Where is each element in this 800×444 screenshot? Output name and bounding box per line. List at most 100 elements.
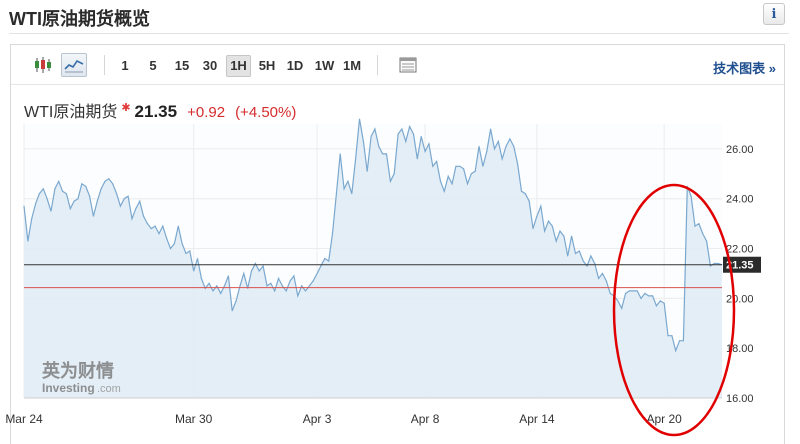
- data-point: [277, 277, 280, 279]
- data-point: [690, 195, 692, 197]
- data-point: [609, 292, 611, 294]
- range-30min[interactable]: 30: [202, 58, 218, 73]
- data-point: [23, 205, 25, 207]
- technical-chart-link[interactable]: 技术图表 »: [713, 58, 776, 77]
- data-point: [493, 148, 496, 150]
- data-point: [370, 135, 372, 138]
- data-point: [96, 200, 98, 202]
- data-point: [590, 255, 592, 257]
- data-point: [505, 145, 507, 147]
- data-point: [382, 153, 384, 155]
- data-point: [555, 240, 557, 242]
- data-point: [146, 223, 148, 225]
- info-button[interactable]: i: [763, 3, 785, 25]
- info-icon: i: [771, 6, 777, 22]
- data-point: [416, 158, 418, 160]
- data-point: [104, 180, 106, 182]
- data-point: [54, 188, 56, 190]
- data-point: [648, 295, 650, 297]
- data-point: [312, 280, 314, 282]
- line-chart-icon[interactable]: [61, 53, 87, 77]
- data-point: [582, 260, 584, 262]
- data-point: [108, 178, 110, 180]
- range-1d[interactable]: 1D: [286, 58, 304, 73]
- data-point: [320, 265, 322, 267]
- data-point: [517, 163, 519, 165]
- data-point: [578, 250, 580, 252]
- data-point: [540, 205, 542, 207]
- instrument-name: WTI原油期货: [24, 104, 118, 121]
- data-point: [420, 135, 422, 138]
- data-point: [709, 265, 712, 267]
- data-point: [100, 188, 102, 190]
- data-point: [409, 125, 411, 128]
- data-point: [162, 225, 164, 227]
- data-point: [563, 235, 565, 237]
- y-tick-label: 18.00: [726, 343, 754, 355]
- data-point: [528, 200, 530, 202]
- data-point: [586, 265, 588, 267]
- data-point: [601, 272, 604, 275]
- watermark-brand-en: Investing: [42, 381, 95, 395]
- range-1w[interactable]: 1W: [314, 58, 335, 73]
- data-point: [486, 150, 488, 152]
- data-point: [220, 292, 222, 294]
- data-point: [254, 262, 256, 265]
- data-point: [166, 238, 168, 240]
- table-icon[interactable]: [395, 53, 421, 77]
- data-point: [478, 145, 480, 147]
- data-point: [706, 240, 708, 242]
- range-15min[interactable]: 15: [174, 58, 190, 73]
- data-point: [285, 290, 287, 292]
- range-5min[interactable]: 5: [149, 58, 157, 73]
- candlestick-icon[interactable]: [30, 53, 56, 77]
- data-point: [31, 218, 33, 220]
- data-point: [355, 158, 357, 160]
- last-price-label: 21.35: [726, 260, 754, 272]
- data-point: [235, 300, 237, 302]
- data-point: [501, 158, 503, 160]
- y-tick-label: 24.00: [726, 194, 754, 206]
- data-point: [401, 128, 403, 130]
- data-point: [212, 290, 214, 292]
- data-point: [127, 195, 129, 197]
- data-point: [694, 225, 696, 227]
- data-point: [547, 220, 550, 222]
- data-point: [289, 280, 291, 282]
- toolbar-separator: [377, 55, 378, 75]
- data-point: [621, 307, 623, 309]
- data-point: [231, 310, 233, 312]
- quote-header: WTI原油期货 ✱ 21.35 +0.92 (+4.50%): [24, 98, 296, 122]
- data-point: [65, 193, 67, 195]
- data-point: [85, 185, 87, 187]
- price-change-percent: (+4.50%): [235, 104, 297, 121]
- data-point: [239, 285, 241, 287]
- range-5h[interactable]: 5H: [258, 58, 276, 73]
- data-point: [671, 335, 673, 337]
- data-point: [123, 198, 125, 200]
- data-point: [490, 128, 492, 130]
- data-point: [343, 188, 345, 190]
- toolbar-separator: [104, 55, 105, 75]
- data-point: [50, 210, 52, 212]
- range-1m[interactable]: 1M: [342, 58, 362, 73]
- data-point: [598, 277, 600, 279]
- data-point: [532, 228, 534, 230]
- data-point: [574, 252, 577, 255]
- data-point: [262, 265, 264, 267]
- data-point: [35, 203, 37, 205]
- last-price-badge: [723, 256, 761, 273]
- data-point: [636, 290, 638, 292]
- data-point: [177, 225, 179, 227]
- data-point: [544, 230, 546, 232]
- data-point: [362, 140, 364, 142]
- data-point: [632, 290, 634, 292]
- range-1h[interactable]: 1H: [226, 55, 251, 77]
- data-point: [439, 180, 442, 182]
- data-point: [316, 272, 318, 275]
- data-point: [196, 257, 199, 260]
- range-1min[interactable]: 1: [121, 58, 129, 73]
- data-point: [675, 350, 677, 352]
- x-tick-label: Mar 24: [5, 412, 43, 426]
